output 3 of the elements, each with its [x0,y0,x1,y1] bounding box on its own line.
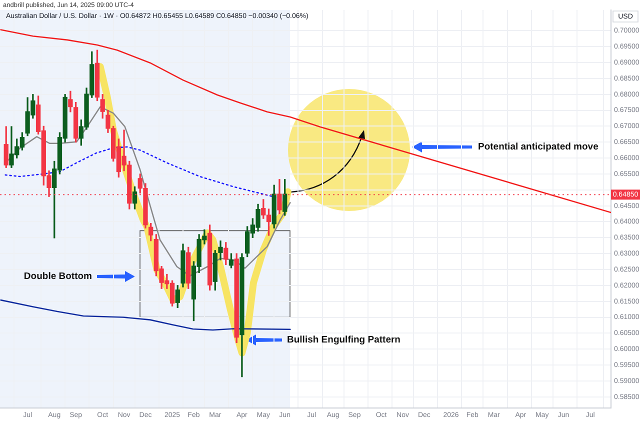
annotation: Potential anticipated move [478,142,598,153]
annotation: Double Bottom [24,271,92,282]
annotation: Bullish Engulfing Pattern [287,334,401,346]
